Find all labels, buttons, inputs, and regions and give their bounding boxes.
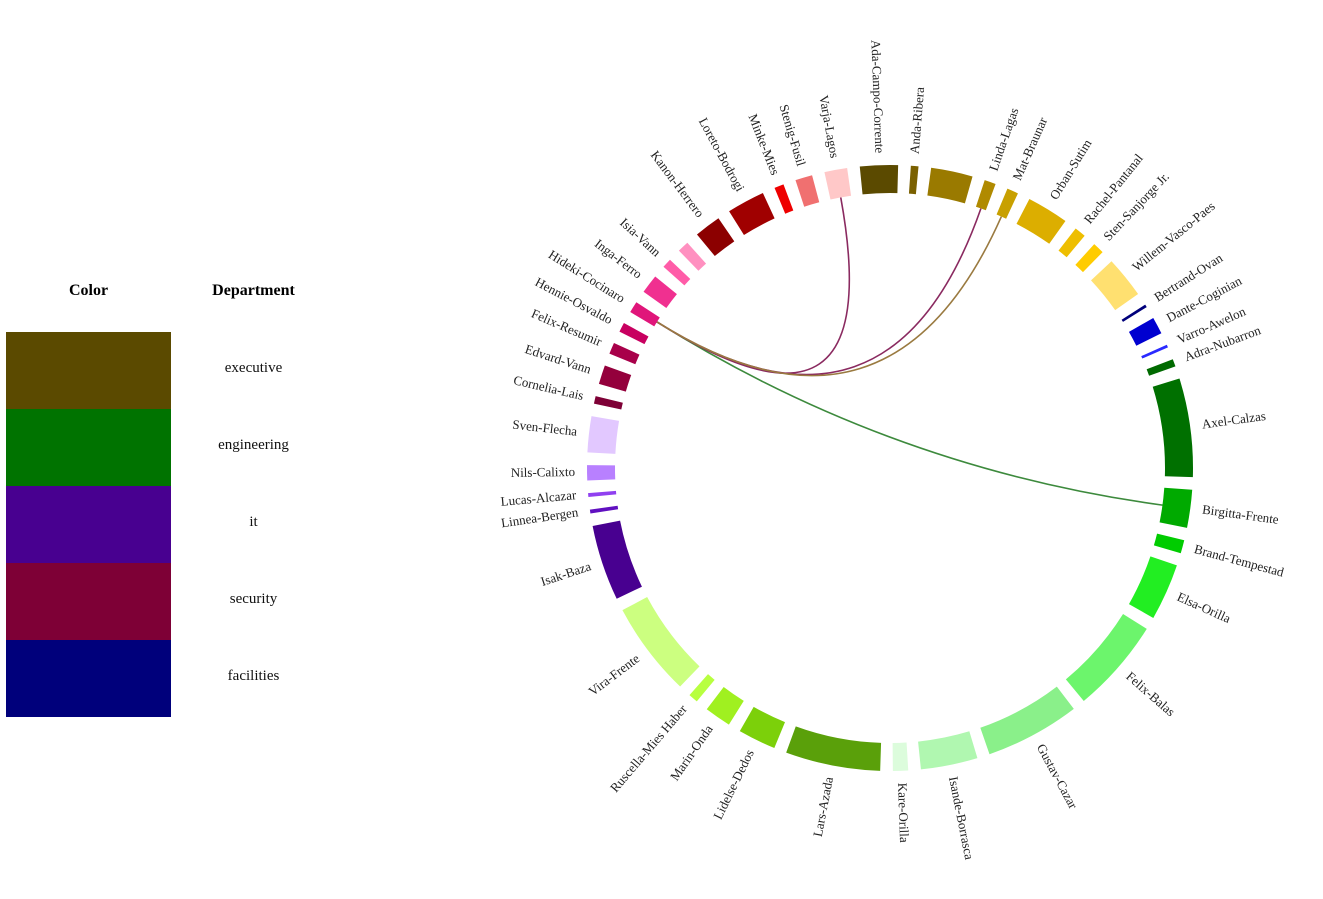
- chord-arc[interactable]: [1141, 344, 1168, 359]
- chord-arc[interactable]: [774, 184, 794, 214]
- chord-link[interactable]: [656, 216, 1003, 377]
- chord-node-label: Lucas-Alcazar: [500, 487, 577, 509]
- chord-arc[interactable]: [678, 242, 707, 271]
- chord-node-label: Vira-Frente: [585, 651, 642, 699]
- chord-node-label: Elsa-Orilla: [1175, 589, 1233, 626]
- chord-node-label: Orban-Sutim: [1046, 136, 1094, 202]
- chord-node-label: Ada-Campo-Corrente: [868, 40, 887, 154]
- chord-arc[interactable]: [1153, 533, 1185, 554]
- chord-node-label: Loreto-Bodrogi: [696, 115, 748, 194]
- chord-node-label: Kare-Orilla: [895, 782, 912, 843]
- chord-arc[interactable]: [643, 276, 677, 309]
- chord-node-label: Stenig-Fusil: [776, 103, 809, 169]
- chord-arc[interactable]: [1146, 359, 1176, 376]
- chord-arc[interactable]: [593, 396, 623, 410]
- chord-arc[interactable]: [975, 180, 996, 211]
- department-legend: Color Department executive engineering i…: [6, 276, 326, 717]
- chord-arc[interactable]: [1128, 556, 1177, 618]
- chord-node-label: Isande-Borrasca: [946, 775, 977, 861]
- chord-links: [656, 197, 1163, 506]
- chord-arc[interactable]: [689, 674, 715, 702]
- chord-arc[interactable]: [609, 343, 640, 365]
- chord-node-label: Cornelia-Lais: [512, 372, 585, 403]
- legend-label: executive: [224, 360, 283, 376]
- chord-node-label: Varja-Lagos: [816, 94, 842, 159]
- chord-link[interactable]: [656, 321, 1163, 506]
- chord-arc[interactable]: [663, 259, 691, 286]
- chord-arc[interactable]: [729, 192, 775, 235]
- legend-swatch: [6, 563, 171, 640]
- chord-node-label: Sven-Flecha: [512, 417, 578, 439]
- chord-arc[interactable]: [795, 175, 820, 207]
- chord-arc[interactable]: [1075, 244, 1103, 273]
- chord-arc[interactable]: [598, 365, 632, 392]
- chord-arc[interactable]: [589, 505, 619, 514]
- chord-arc[interactable]: [1016, 198, 1066, 244]
- chord-arcs: [587, 165, 1193, 771]
- legend-row-engineering: engineering: [6, 409, 326, 486]
- chord-arc[interactable]: [918, 731, 978, 770]
- chord-node-label: Linnea-Bergen: [500, 504, 580, 530]
- chord-node-label: Lars-Azada: [810, 775, 836, 838]
- legend-header: Color Department: [6, 276, 326, 332]
- chord-arc[interactable]: [587, 416, 620, 454]
- chord-arc[interactable]: [1091, 261, 1139, 311]
- chord-arc[interactable]: [587, 465, 616, 481]
- chord-arc[interactable]: [1065, 613, 1147, 701]
- chord-arc[interactable]: [1152, 378, 1193, 478]
- chord-diagram: Ada-Campo-Corrente Anda-Ribera Linda-Lagas…: [500, 40, 1286, 861]
- chord-arc[interactable]: [824, 168, 852, 200]
- chord-node-label: Nils-Calixto: [511, 464, 576, 480]
- legend-swatch: [6, 486, 171, 563]
- chord-arc[interactable]: [630, 302, 660, 327]
- chord-node-label: Edvard-Vann: [523, 341, 593, 377]
- chord-node-label: Gustav-Cazar: [1034, 741, 1081, 812]
- chord-arc[interactable]: [622, 597, 700, 687]
- chord-arc[interactable]: [980, 686, 1074, 755]
- legend-label: it: [249, 514, 258, 530]
- chord-arc[interactable]: [892, 742, 909, 771]
- chord-node-label: Marin-Onda: [667, 722, 716, 784]
- chord-arc[interactable]: [619, 323, 649, 345]
- chord-node-label: Isak-Baza: [539, 558, 593, 589]
- legend-swatch: [6, 409, 171, 486]
- legend-row-security: security: [6, 563, 326, 640]
- chord-arc[interactable]: [588, 490, 617, 497]
- legend-label: engineering: [218, 437, 289, 453]
- chord-arc[interactable]: [706, 687, 744, 725]
- chord-node-label: Kanon-Herrero: [648, 148, 708, 220]
- chord-node-label: Anda-Ribera: [907, 86, 927, 154]
- legend-label: security: [229, 591, 278, 607]
- legend-swatch: [6, 640, 171, 717]
- chord-arc[interactable]: [786, 726, 882, 771]
- chord-arc[interactable]: [927, 167, 973, 204]
- chord-arc[interactable]: [696, 218, 735, 257]
- legend-label: facilities: [227, 668, 280, 684]
- chord-arc[interactable]: [859, 165, 899, 195]
- chord-node-label: Axel-Calzas: [1201, 408, 1267, 432]
- chord-arc[interactable]: [908, 165, 919, 195]
- chord-node-label: Lidelse-Dedos: [710, 747, 757, 822]
- chord-arc[interactable]: [1159, 487, 1193, 528]
- chord-node-label: Brand-Tempestad: [1193, 541, 1286, 580]
- legend-header-color: Color: [68, 282, 109, 299]
- chord-arc[interactable]: [1058, 228, 1085, 258]
- chord-node-label: Minke-Mies: [745, 112, 783, 177]
- chord-arc[interactable]: [739, 706, 786, 749]
- chord-arc[interactable]: [996, 188, 1018, 219]
- chord-node-label: Birgitta-Frente: [1201, 502, 1280, 527]
- legend-swatch: [6, 332, 171, 409]
- legend-row-executive: executive: [6, 332, 326, 409]
- legend-row-it: it: [6, 486, 326, 563]
- chord-node-label: Felix-Balas: [1123, 669, 1178, 720]
- legend-row-facilities: facilities: [6, 640, 326, 717]
- chord-arc[interactable]: [1128, 317, 1162, 346]
- chord-arc[interactable]: [592, 520, 642, 599]
- chord-arc[interactable]: [1121, 304, 1147, 322]
- legend-header-department: Department: [212, 282, 295, 299]
